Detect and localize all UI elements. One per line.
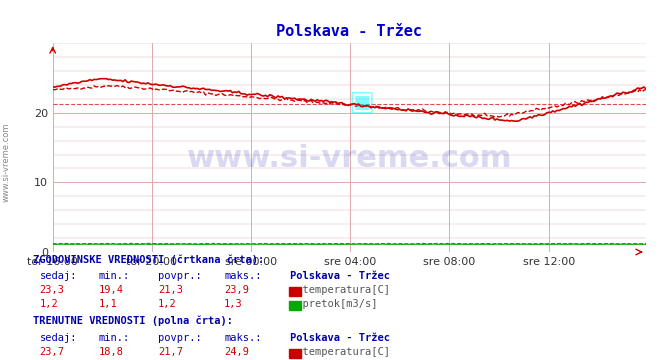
- Text: Polskava - Tržec: Polskava - Tržec: [290, 271, 390, 281]
- Text: 1,2: 1,2: [40, 299, 58, 309]
- Text: sedaj:: sedaj:: [40, 333, 77, 343]
- Text: ZGODOVINSKE VREDNOSTI (črtkana črta):: ZGODOVINSKE VREDNOSTI (črtkana črta):: [33, 254, 264, 265]
- Text: 21,3: 21,3: [158, 285, 183, 296]
- Text: temperatura[C]: temperatura[C]: [290, 347, 390, 357]
- Title: Polskava - Tržec: Polskava - Tržec: [276, 24, 422, 39]
- Text: 19,4: 19,4: [99, 285, 124, 296]
- Text: temperatura[C]: temperatura[C]: [290, 285, 390, 296]
- Text: 23,9: 23,9: [224, 285, 249, 296]
- Text: Polskava - Tržec: Polskava - Tržec: [290, 333, 390, 343]
- Text: povpr.:: povpr.:: [158, 333, 202, 343]
- Text: TRENUTNE VREDNOSTI (polna črta):: TRENUTNE VREDNOSTI (polna črta):: [33, 316, 233, 327]
- Text: povpr.:: povpr.:: [158, 271, 202, 281]
- Text: 21,7: 21,7: [158, 347, 183, 357]
- Text: min.:: min.:: [99, 333, 130, 343]
- Text: www.si-vreme.com: www.si-vreme.com: [186, 144, 512, 172]
- Text: 23,7: 23,7: [40, 347, 65, 357]
- Text: sedaj:: sedaj:: [40, 271, 77, 281]
- Text: 1,1: 1,1: [99, 299, 117, 309]
- Text: 24,9: 24,9: [224, 347, 249, 357]
- Text: min.:: min.:: [99, 271, 130, 281]
- Text: ▣: ▣: [348, 88, 374, 116]
- Text: www.si-vreme.com: www.si-vreme.com: [2, 122, 11, 202]
- Text: 23,3: 23,3: [40, 285, 65, 296]
- Text: 18,8: 18,8: [99, 347, 124, 357]
- Text: 1,3: 1,3: [224, 299, 243, 309]
- Text: pretok[m3/s]: pretok[m3/s]: [290, 299, 378, 309]
- Text: 1,2: 1,2: [158, 299, 177, 309]
- Text: maks.:: maks.:: [224, 333, 262, 343]
- Text: maks.:: maks.:: [224, 271, 262, 281]
